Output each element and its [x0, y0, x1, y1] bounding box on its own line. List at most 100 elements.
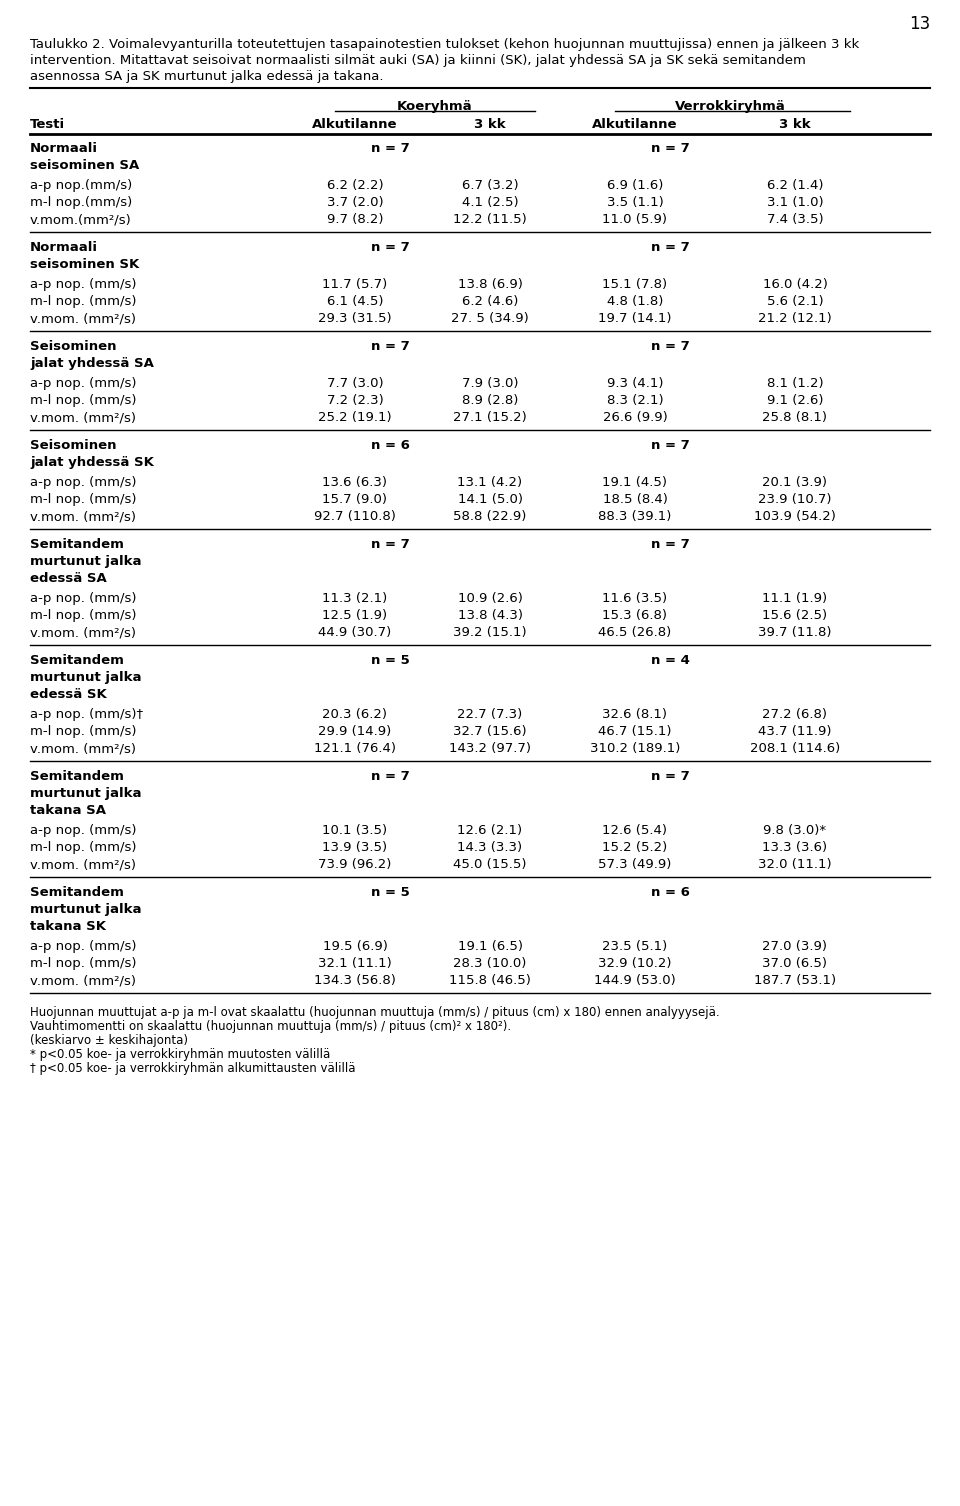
Text: 15.6 (2.5): 15.6 (2.5)	[762, 608, 828, 622]
Text: 208.1 (114.6): 208.1 (114.6)	[750, 742, 840, 755]
Text: 11.6 (3.5): 11.6 (3.5)	[603, 592, 667, 605]
Text: Seisominen: Seisominen	[30, 440, 116, 452]
Text: 44.9 (30.7): 44.9 (30.7)	[319, 626, 392, 639]
Text: 9.1 (2.6): 9.1 (2.6)	[767, 395, 824, 407]
Text: 37.0 (6.5): 37.0 (6.5)	[762, 956, 828, 970]
Text: Semitandem: Semitandem	[30, 770, 124, 783]
Text: m-l nop. (mm/s): m-l nop. (mm/s)	[30, 395, 136, 407]
Text: murtunut jalka: murtunut jalka	[30, 788, 141, 800]
Text: m-l nop. (mm/s): m-l nop. (mm/s)	[30, 295, 136, 309]
Text: m-l nop. (mm/s): m-l nop. (mm/s)	[30, 608, 136, 622]
Text: a-p nop. (mm/s): a-p nop. (mm/s)	[30, 376, 136, 390]
Text: 32.9 (10.2): 32.9 (10.2)	[598, 956, 672, 970]
Text: 32.1 (11.1): 32.1 (11.1)	[318, 956, 392, 970]
Text: 6.2 (1.4): 6.2 (1.4)	[767, 179, 824, 191]
Text: seisominen SK: seisominen SK	[30, 258, 139, 271]
Text: 19.7 (14.1): 19.7 (14.1)	[598, 312, 672, 325]
Text: 46.5 (26.8): 46.5 (26.8)	[598, 626, 672, 639]
Text: 13.1 (4.2): 13.1 (4.2)	[457, 476, 522, 489]
Text: 32.7 (15.6): 32.7 (15.6)	[453, 724, 527, 738]
Text: 3 kk: 3 kk	[780, 117, 811, 131]
Text: 15.2 (5.2): 15.2 (5.2)	[602, 840, 667, 854]
Text: 8.9 (2.8): 8.9 (2.8)	[462, 395, 518, 407]
Text: n = 7: n = 7	[371, 770, 409, 783]
Text: edessä SK: edessä SK	[30, 688, 107, 700]
Text: 16.0 (4.2): 16.0 (4.2)	[762, 279, 828, 291]
Text: 29.9 (14.9): 29.9 (14.9)	[319, 724, 392, 738]
Text: 12.6 (5.4): 12.6 (5.4)	[603, 824, 667, 837]
Text: 11.3 (2.1): 11.3 (2.1)	[323, 592, 388, 605]
Text: v.mom. (mm²/s): v.mom. (mm²/s)	[30, 511, 136, 523]
Text: Normaali: Normaali	[30, 142, 98, 155]
Text: Vauhtimomentti on skaalattu (huojunnan muuttuja (mm/s) / pituus (cm)² x 180²).: Vauhtimomentti on skaalattu (huojunnan m…	[30, 1020, 511, 1033]
Text: n = 5: n = 5	[371, 886, 409, 899]
Text: 23.9 (10.7): 23.9 (10.7)	[758, 492, 831, 506]
Text: m-l nop.(mm/s): m-l nop.(mm/s)	[30, 196, 132, 209]
Text: murtunut jalka: murtunut jalka	[30, 904, 141, 916]
Text: 39.7 (11.8): 39.7 (11.8)	[758, 626, 831, 639]
Text: 15.3 (6.8): 15.3 (6.8)	[603, 608, 667, 622]
Text: 14.3 (3.3): 14.3 (3.3)	[457, 840, 522, 854]
Text: 45.0 (15.5): 45.0 (15.5)	[453, 858, 527, 870]
Text: a-p nop. (mm/s): a-p nop. (mm/s)	[30, 279, 136, 291]
Text: n = 7: n = 7	[651, 142, 689, 155]
Text: n = 7: n = 7	[651, 241, 689, 255]
Text: Semitandem: Semitandem	[30, 538, 124, 551]
Text: m-l nop. (mm/s): m-l nop. (mm/s)	[30, 840, 136, 854]
Text: 18.5 (8.4): 18.5 (8.4)	[603, 492, 667, 506]
Text: Seisominen: Seisominen	[30, 340, 116, 352]
Text: Koeryhmä: Koeryhmä	[397, 99, 473, 113]
Text: 9.8 (3.0)*: 9.8 (3.0)*	[763, 824, 827, 837]
Text: 13: 13	[909, 15, 930, 33]
Text: a-p nop. (mm/s)†: a-p nop. (mm/s)†	[30, 708, 143, 721]
Text: 13.3 (3.6): 13.3 (3.6)	[762, 840, 828, 854]
Text: seisominen SA: seisominen SA	[30, 160, 139, 172]
Text: 187.7 (53.1): 187.7 (53.1)	[754, 974, 836, 986]
Text: takana SA: takana SA	[30, 804, 106, 816]
Text: 27. 5 (34.9): 27. 5 (34.9)	[451, 312, 529, 325]
Text: a-p nop. (mm/s): a-p nop. (mm/s)	[30, 592, 136, 605]
Text: 7.7 (3.0): 7.7 (3.0)	[326, 376, 383, 390]
Text: 28.3 (10.0): 28.3 (10.0)	[453, 956, 527, 970]
Text: 10.1 (3.5): 10.1 (3.5)	[323, 824, 388, 837]
Text: 46.7 (15.1): 46.7 (15.1)	[598, 724, 672, 738]
Text: 12.2 (11.5): 12.2 (11.5)	[453, 212, 527, 226]
Text: 9.7 (8.2): 9.7 (8.2)	[326, 212, 383, 226]
Text: 15.7 (9.0): 15.7 (9.0)	[323, 492, 388, 506]
Text: 19.1 (4.5): 19.1 (4.5)	[603, 476, 667, 489]
Text: 19.5 (6.9): 19.5 (6.9)	[323, 940, 388, 953]
Text: Taulukko 2. Voimalevyanturilla toteutettujen tasapainotestien tulokset (kehon hu: Taulukko 2. Voimalevyanturilla toteutett…	[30, 38, 859, 51]
Text: † p<0.05 koe- ja verrokkiryhmän alkumittausten välillä: † p<0.05 koe- ja verrokkiryhmän alkumitt…	[30, 1062, 355, 1075]
Text: 88.3 (39.1): 88.3 (39.1)	[598, 511, 672, 523]
Text: 32.6 (8.1): 32.6 (8.1)	[603, 708, 667, 721]
Text: 7.2 (2.3): 7.2 (2.3)	[326, 395, 383, 407]
Text: 39.2 (15.1): 39.2 (15.1)	[453, 626, 527, 639]
Text: v.mom. (mm²/s): v.mom. (mm²/s)	[30, 626, 136, 639]
Text: 6.1 (4.5): 6.1 (4.5)	[326, 295, 383, 309]
Text: 13.6 (6.3): 13.6 (6.3)	[323, 476, 388, 489]
Text: 3.5 (1.1): 3.5 (1.1)	[607, 196, 663, 209]
Text: 22.7 (7.3): 22.7 (7.3)	[457, 708, 522, 721]
Text: 25.2 (19.1): 25.2 (19.1)	[318, 411, 392, 425]
Text: murtunut jalka: murtunut jalka	[30, 672, 141, 684]
Text: v.mom. (mm²/s): v.mom. (mm²/s)	[30, 411, 136, 425]
Text: 6.2 (2.2): 6.2 (2.2)	[326, 179, 383, 191]
Text: * p<0.05 koe- ja verrokkiryhmän muutosten välillä: * p<0.05 koe- ja verrokkiryhmän muutoste…	[30, 1048, 330, 1062]
Text: 121.1 (76.4): 121.1 (76.4)	[314, 742, 396, 755]
Text: m-l nop. (mm/s): m-l nop. (mm/s)	[30, 724, 136, 738]
Text: m-l nop. (mm/s): m-l nop. (mm/s)	[30, 956, 136, 970]
Text: v.mom. (mm²/s): v.mom. (mm²/s)	[30, 742, 136, 755]
Text: 143.2 (97.7): 143.2 (97.7)	[449, 742, 531, 755]
Text: 92.7 (110.8): 92.7 (110.8)	[314, 511, 396, 523]
Text: Verrokkiryhmä: Verrokkiryhmä	[675, 99, 785, 113]
Text: 43.7 (11.9): 43.7 (11.9)	[758, 724, 831, 738]
Text: 10.9 (2.6): 10.9 (2.6)	[458, 592, 522, 605]
Text: Semitandem: Semitandem	[30, 654, 124, 667]
Text: 20.3 (6.2): 20.3 (6.2)	[323, 708, 388, 721]
Text: intervention. Mitattavat seisoivat normaalisti silmät auki (SA) ja kiinni (SK), : intervention. Mitattavat seisoivat norma…	[30, 54, 805, 66]
Text: 26.6 (9.9): 26.6 (9.9)	[603, 411, 667, 425]
Text: 310.2 (189.1): 310.2 (189.1)	[589, 742, 681, 755]
Text: 4.8 (1.8): 4.8 (1.8)	[607, 295, 663, 309]
Text: n = 6: n = 6	[651, 886, 689, 899]
Text: v.mom. (mm²/s): v.mom. (mm²/s)	[30, 312, 136, 325]
